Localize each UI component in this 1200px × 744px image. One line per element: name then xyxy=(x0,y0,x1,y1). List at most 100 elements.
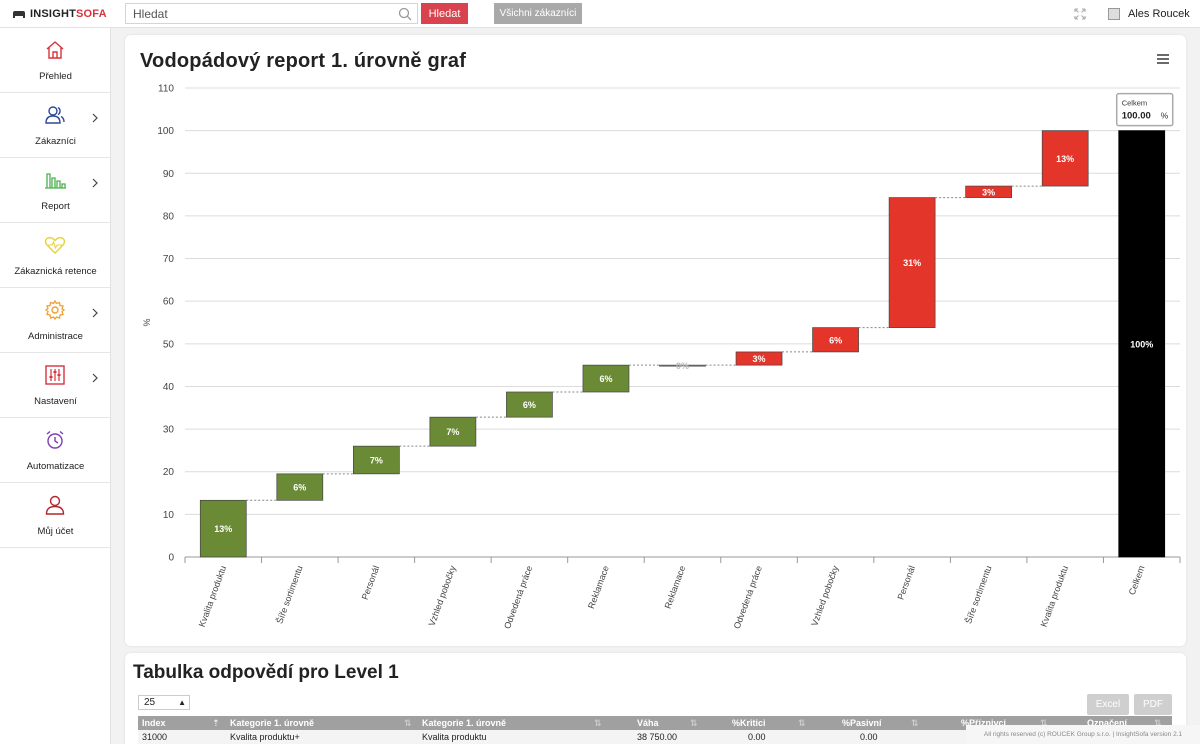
fullscreen-icon[interactable] xyxy=(1074,8,1086,20)
chevron-right-icon xyxy=(92,308,98,318)
table-cell: 0.00 xyxy=(860,732,878,742)
user-name: Ales Roucek xyxy=(1128,8,1190,20)
home-icon xyxy=(46,41,64,59)
x-tick-label: Odvedená práce xyxy=(732,564,764,630)
column-header-pasivni[interactable]: %Pasivní xyxy=(842,718,882,728)
column-header-vaha[interactable]: Váha xyxy=(637,718,659,728)
data-label: 3% xyxy=(753,354,766,364)
data-label: 13% xyxy=(214,524,232,534)
chevron-right-icon xyxy=(92,178,98,188)
page-size-select[interactable]: 25 ▲ xyxy=(138,695,190,710)
sofa-logo-icon xyxy=(13,10,25,18)
y-tick-label: 100 xyxy=(157,126,174,137)
column-header-category-2[interactable]: Kategorie 1. úrovně xyxy=(422,718,507,728)
chevron-right-icon xyxy=(92,113,98,123)
y-tick-label: 0 xyxy=(168,553,174,564)
search-button[interactable]: Hledat xyxy=(421,3,468,24)
search-input[interactable] xyxy=(126,4,386,23)
sidebar: Přehled Zákazníci Report Zákaznická rete… xyxy=(0,28,111,744)
sort-icon[interactable]: ⇅ xyxy=(911,718,919,728)
sort-asc-icon[interactable]: ⇡ xyxy=(212,718,220,728)
y-tick-label: 70 xyxy=(163,254,175,265)
waterfall-bar xyxy=(1041,130,1089,187)
x-tick-label: Odvedená práce xyxy=(502,564,534,630)
heart-icon xyxy=(44,236,66,254)
sidebar-item-label: Administrace xyxy=(28,331,83,342)
waterfall-bar xyxy=(429,416,477,447)
column-header-kritici[interactable]: %Kritici xyxy=(732,718,766,728)
chart-title: Vodopádový report 1. úrovně graf xyxy=(140,50,467,72)
column-header-priznivci[interactable]: %Příznivci xyxy=(961,718,1007,728)
data-label: 0% xyxy=(676,361,689,371)
brand-logo[interactable]: INSIGHT SOFA xyxy=(12,8,107,20)
column-header-category-1[interactable]: Kategorie 1. úrovně xyxy=(230,718,315,728)
export-pdf-button[interactable]: PDF xyxy=(1134,694,1172,715)
data-label: 6% xyxy=(829,335,842,345)
sidebar-item-label: Automatizace xyxy=(26,461,85,472)
sidebar-item-automatizace[interactable]: Automatizace xyxy=(0,418,110,483)
tooltip-value: 100.00 xyxy=(1122,111,1151,122)
brand-name-part1: INSIGHT xyxy=(30,8,77,20)
table-header: Index Kategorie 1. úrovně Kategorie 1. ú… xyxy=(138,716,1172,730)
sidebar-item-nastaveni[interactable]: Nastavení xyxy=(0,353,110,418)
alarm-clock-icon xyxy=(46,430,64,449)
x-tick-label: Personál xyxy=(895,564,917,601)
column-header-oznaceni[interactable]: Označení xyxy=(1087,718,1128,728)
y-axis-label: % xyxy=(142,318,152,326)
sliders-icon xyxy=(45,365,65,385)
y-tick-label: 20 xyxy=(163,467,175,478)
sort-icon[interactable]: ⇅ xyxy=(690,718,698,728)
sort-icon[interactable]: ⇅ xyxy=(798,718,806,728)
sidebar-item-report[interactable]: Report xyxy=(0,158,110,223)
gear-icon xyxy=(44,299,66,321)
user-menu[interactable]: Ales Roucek xyxy=(1108,8,1190,20)
data-label: 7% xyxy=(370,456,383,466)
tooltip-box xyxy=(1115,92,1174,127)
avatar xyxy=(1108,8,1120,20)
all-customers-button[interactable]: Všichni zákazníci xyxy=(494,3,582,24)
data-label: 6% xyxy=(523,400,536,410)
sidebar-item-muj-ucet[interactable]: Můj účet xyxy=(0,483,110,548)
data-label: 13% xyxy=(1056,154,1074,164)
hamburger-menu-icon[interactable] xyxy=(1156,53,1170,65)
x-tick-label: Šíře sortimentu xyxy=(274,564,304,625)
sort-icon[interactable]: ⇅ xyxy=(594,718,602,728)
users-icon xyxy=(45,106,65,124)
y-tick-label: 110 xyxy=(158,84,174,95)
search-box xyxy=(125,3,418,24)
table-row[interactable]: 31000 Kvalita produktu+ Kvalita produktu… xyxy=(138,730,1172,744)
sidebar-item-administrace[interactable]: Administrace xyxy=(0,288,110,353)
sort-icon[interactable]: ⇅ xyxy=(1154,718,1162,728)
sort-icon[interactable]: ⇅ xyxy=(1040,718,1048,728)
y-tick-label: 60 xyxy=(163,297,175,308)
export-excel-button[interactable]: Excel xyxy=(1087,694,1129,715)
bar-chart-icon xyxy=(45,173,66,189)
table-cell: 31000 xyxy=(142,732,168,742)
x-tick-label: Kvalita produktu xyxy=(1039,564,1070,628)
column-header-index[interactable]: Index xyxy=(142,718,166,728)
x-tick-label: Šíře sortimentu xyxy=(963,564,993,625)
search-icon[interactable] xyxy=(398,7,412,21)
tooltip-unit: % xyxy=(1161,111,1169,121)
chart-card: Vodopádový report 1. úrovně graf 0 10 20 30… xyxy=(125,35,1186,646)
table-cell: Kvalita produktu+ xyxy=(230,732,300,742)
sidebar-item-label: Zákazníci xyxy=(35,136,76,147)
sidebar-item-prehled[interactable]: Přehled xyxy=(0,28,110,93)
waterfall-bar xyxy=(276,473,324,501)
table-cell: 38 750.00 xyxy=(637,732,678,742)
sidebar-item-label: Report xyxy=(41,201,70,212)
sidebar-item-retence[interactable]: Zákaznická retence xyxy=(0,223,110,288)
waterfall-bar xyxy=(735,351,783,366)
x-tick-label: Kvalita produktu xyxy=(197,564,228,628)
sidebar-item-zakaznici[interactable]: Zákazníci xyxy=(0,93,110,158)
sort-icon[interactable]: ⇅ xyxy=(404,718,412,728)
y-tick-label: 10 xyxy=(163,510,175,521)
x-tick-label: Reklamace xyxy=(663,564,688,610)
waterfall-bar xyxy=(965,185,1013,198)
y-tick-label: 40 xyxy=(163,382,175,393)
tooltip-title: Celkem xyxy=(1122,99,1147,108)
data-label: 7% xyxy=(446,427,459,437)
x-tick-label: Reklamace xyxy=(586,564,611,610)
table-cell: Kvalita produktu xyxy=(422,732,487,742)
waterfall-chart: 0 10 20 30 40 50 60 70 80 90 100 110% 13% 6% 7% 7% 6% 6% 0… xyxy=(142,84,1181,630)
